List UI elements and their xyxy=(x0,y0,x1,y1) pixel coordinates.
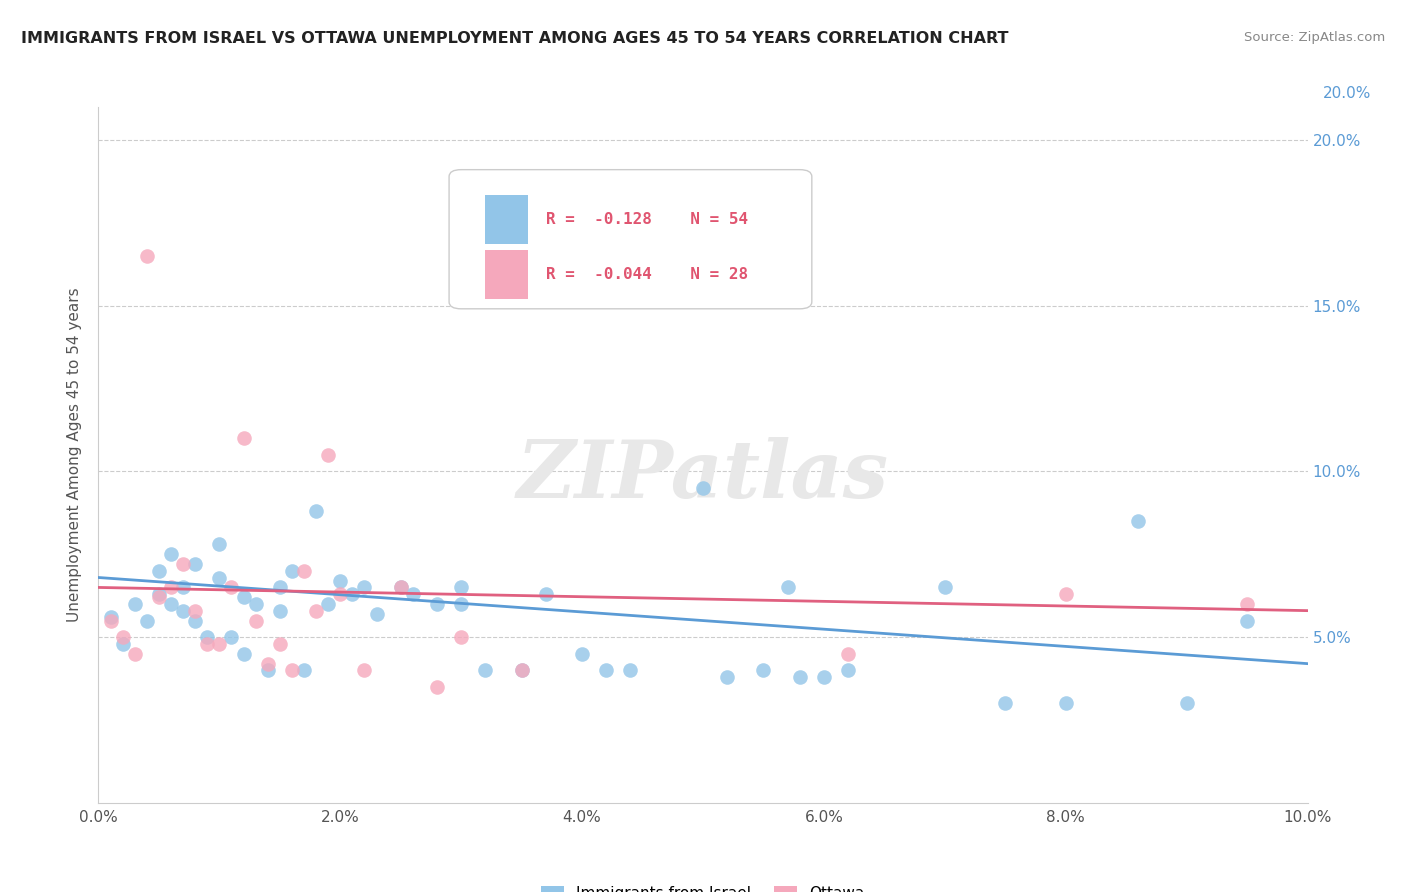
Point xyxy=(195,637,218,651)
Point xyxy=(172,558,194,572)
Point xyxy=(1128,514,1150,528)
Point xyxy=(366,607,388,621)
Point xyxy=(221,630,243,644)
Point xyxy=(221,581,243,595)
Point xyxy=(172,581,194,595)
Point xyxy=(135,614,157,628)
Point xyxy=(329,587,352,601)
Point xyxy=(148,564,170,578)
Point xyxy=(994,697,1017,711)
Point xyxy=(534,587,557,601)
Point xyxy=(1236,614,1258,628)
Point xyxy=(402,587,425,601)
Point xyxy=(160,581,183,595)
Point xyxy=(426,597,449,611)
Point xyxy=(245,597,267,611)
Point xyxy=(450,597,472,611)
Point xyxy=(752,663,775,677)
Point xyxy=(160,547,183,561)
Point xyxy=(184,558,207,572)
Point xyxy=(256,657,278,671)
Text: ZIPatlas: ZIPatlas xyxy=(517,437,889,515)
Point xyxy=(195,630,218,644)
Point xyxy=(232,591,254,605)
Point xyxy=(100,610,122,624)
Point xyxy=(232,431,254,445)
FancyBboxPatch shape xyxy=(485,250,527,299)
FancyBboxPatch shape xyxy=(485,195,527,244)
Point xyxy=(450,630,472,644)
Point xyxy=(837,663,859,677)
Text: R =  -0.128    N = 54: R = -0.128 N = 54 xyxy=(546,211,748,227)
Point xyxy=(281,663,304,677)
Point xyxy=(342,587,364,601)
Point xyxy=(389,581,412,595)
Point xyxy=(716,670,738,684)
Point xyxy=(316,448,339,462)
Point xyxy=(1175,697,1198,711)
Point xyxy=(305,604,328,618)
Point xyxy=(1236,597,1258,611)
Point xyxy=(184,604,207,618)
Text: IMMIGRANTS FROM ISRAEL VS OTTAWA UNEMPLOYMENT AMONG AGES 45 TO 54 YEARS CORRELAT: IMMIGRANTS FROM ISRAEL VS OTTAWA UNEMPLO… xyxy=(21,31,1008,46)
Point xyxy=(111,637,134,651)
Text: 20.0%: 20.0% xyxy=(1323,87,1371,101)
Point xyxy=(474,663,496,677)
Point xyxy=(160,597,183,611)
Point xyxy=(124,597,146,611)
Point xyxy=(292,663,315,677)
Point xyxy=(208,537,231,551)
Point xyxy=(389,581,412,595)
Point xyxy=(450,581,472,595)
Point xyxy=(208,570,231,584)
Point xyxy=(692,481,714,495)
Point xyxy=(353,663,375,677)
Y-axis label: Unemployment Among Ages 45 to 54 years: Unemployment Among Ages 45 to 54 years xyxy=(67,287,83,623)
Point xyxy=(305,504,328,518)
Point xyxy=(934,581,956,595)
Point xyxy=(281,564,304,578)
Point xyxy=(245,614,267,628)
Legend: Immigrants from Israel, Ottawa: Immigrants from Israel, Ottawa xyxy=(536,880,870,892)
Point xyxy=(619,663,641,677)
Point xyxy=(571,647,593,661)
Text: Source: ZipAtlas.com: Source: ZipAtlas.com xyxy=(1244,31,1385,45)
Point xyxy=(510,663,533,677)
Point xyxy=(256,663,278,677)
Point xyxy=(789,670,811,684)
Point xyxy=(208,637,231,651)
Point xyxy=(426,680,449,694)
Point xyxy=(269,581,291,595)
Point xyxy=(269,637,291,651)
Point xyxy=(316,597,339,611)
Point xyxy=(353,581,375,595)
Point xyxy=(232,647,254,661)
Point xyxy=(111,630,134,644)
Point xyxy=(184,614,207,628)
Point xyxy=(329,574,352,588)
Point xyxy=(148,587,170,601)
Point xyxy=(776,581,799,595)
Point xyxy=(135,249,157,263)
Point xyxy=(172,604,194,618)
Point xyxy=(100,614,122,628)
Point xyxy=(1054,587,1077,601)
Point xyxy=(292,564,315,578)
Point xyxy=(124,647,146,661)
Point xyxy=(1054,697,1077,711)
Point xyxy=(269,604,291,618)
Point xyxy=(813,670,835,684)
Point xyxy=(595,663,617,677)
Point xyxy=(510,663,533,677)
Point xyxy=(148,591,170,605)
Text: R =  -0.044    N = 28: R = -0.044 N = 28 xyxy=(546,267,748,282)
Point xyxy=(837,647,859,661)
FancyBboxPatch shape xyxy=(449,169,811,309)
